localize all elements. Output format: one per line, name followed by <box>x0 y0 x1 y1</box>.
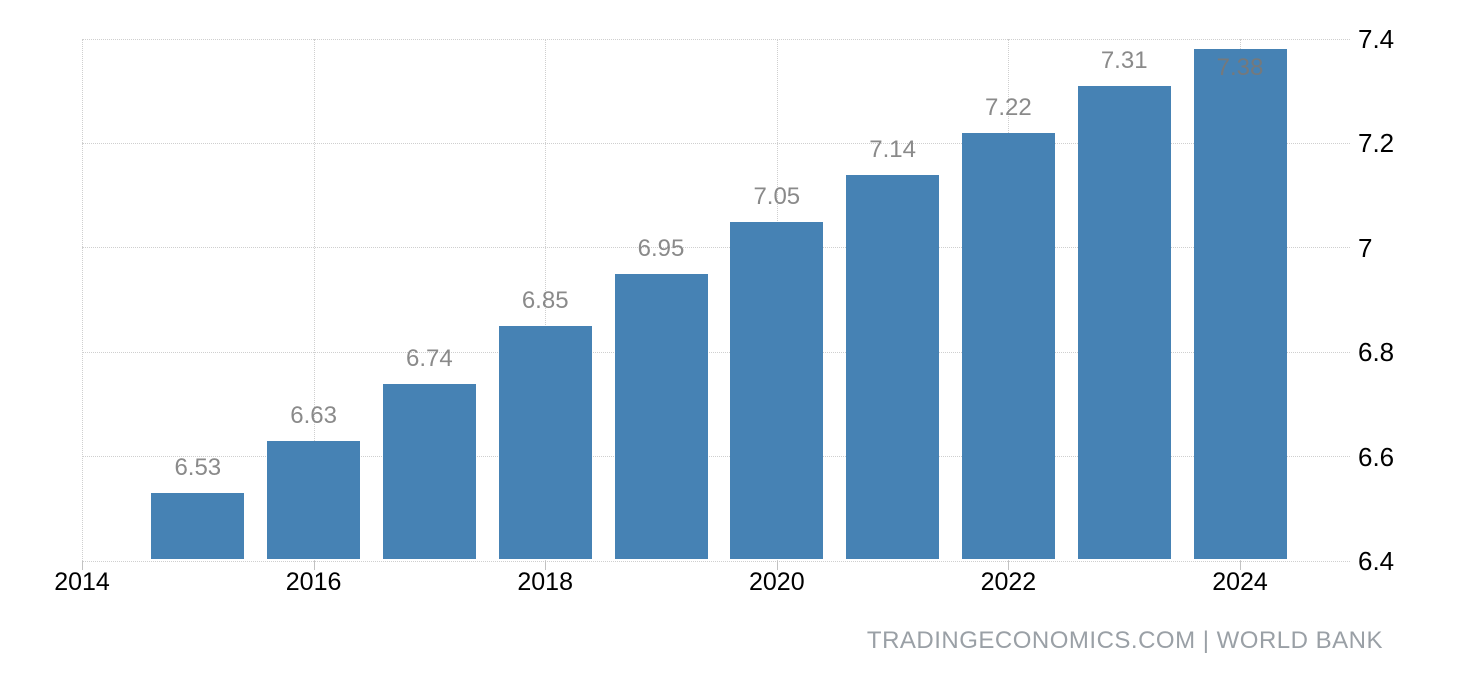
bar-value-label: 7.38 <box>1216 54 1264 82</box>
y-axis-tick-label: 7 <box>1358 232 1373 263</box>
bar[interactable] <box>1077 85 1171 559</box>
bar[interactable] <box>846 174 940 559</box>
x-axis-tick <box>545 561 547 570</box>
x-axis-tick-label: 2018 <box>517 568 573 596</box>
h-gridline <box>82 142 1350 144</box>
x-axis-tick-label: 2020 <box>748 568 805 596</box>
v-gridline <box>545 39 547 561</box>
x-axis-tick-label: 2024 <box>1212 568 1268 596</box>
y-axis-tick-label: 7.4 <box>1358 24 1395 54</box>
bar-value-label: 7.14 <box>869 135 916 163</box>
attribution-text: TRADINGECONOMICS.COM | WORLD BANK <box>866 627 1383 654</box>
bar[interactable] <box>1193 49 1287 559</box>
bar-value-label: 6.53 <box>174 454 222 482</box>
x-axis-tick-label: 2014 <box>54 568 110 596</box>
bar-value-label: 7.22 <box>985 93 1032 121</box>
y-axis-tick-label: 6.4 <box>1358 546 1395 576</box>
bar-value-label: 7.05 <box>753 182 801 210</box>
y-axis-tick-label: 6.6 <box>1358 441 1395 472</box>
x-axis-tick <box>82 561 83 570</box>
x-axis-tick <box>1008 561 1010 570</box>
bar[interactable] <box>151 493 245 559</box>
h-gridline <box>82 456 1350 458</box>
h-gridline <box>82 560 1350 562</box>
bar[interactable] <box>267 440 361 559</box>
bar-value-label: 7.31 <box>1100 46 1148 74</box>
x-axis-tick <box>776 561 778 570</box>
bar[interactable] <box>730 221 824 559</box>
x-axis-tick <box>1240 561 1241 570</box>
bar-value-label: 6.85 <box>521 287 569 315</box>
bar[interactable] <box>961 132 1055 559</box>
bar-value-label: 6.95 <box>637 234 685 262</box>
v-gridline <box>82 39 83 561</box>
bar-value-label: 6.74 <box>406 344 453 372</box>
x-axis-tick-label: 2016 <box>285 568 342 596</box>
h-gridline <box>82 247 1350 249</box>
y-axis-tick-label: 7.2 <box>1358 128 1395 159</box>
x-axis-tick-label: 2022 <box>980 568 1037 596</box>
x-axis-tick <box>313 561 315 570</box>
bar[interactable] <box>382 383 476 559</box>
y-axis-tick-label: 6.8 <box>1358 337 1395 368</box>
h-gridline <box>82 38 1350 40</box>
bar[interactable] <box>614 273 708 559</box>
h-gridline <box>82 351 1350 353</box>
bar-value-label: 6.63 <box>290 401 337 429</box>
bar[interactable] <box>498 326 592 559</box>
v-gridline <box>313 39 315 561</box>
